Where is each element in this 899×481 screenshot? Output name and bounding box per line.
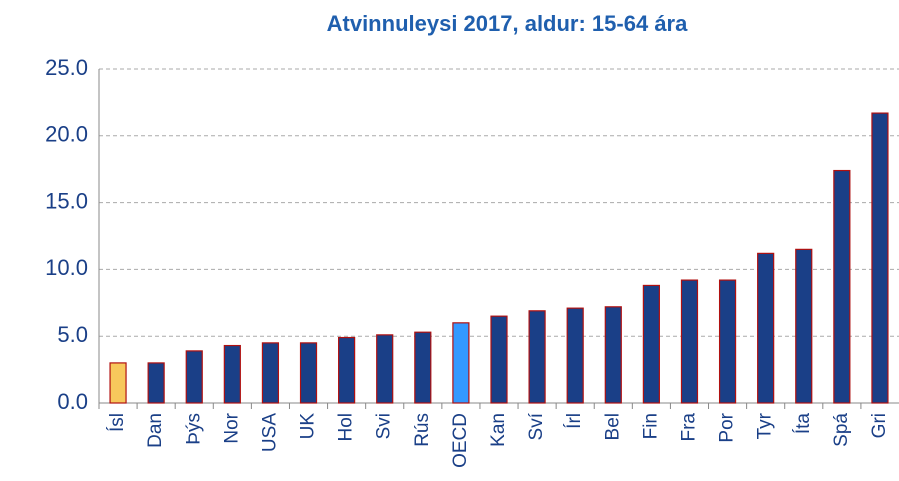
x-tick-label: Írl <box>564 413 585 429</box>
bar <box>871 112 889 404</box>
bar <box>109 362 127 404</box>
bar <box>718 279 737 404</box>
x-tick-label: Dan <box>145 413 166 448</box>
bar <box>566 307 584 404</box>
x-tick-label: Fin <box>640 413 661 439</box>
x-tick-label: Íta <box>793 413 814 435</box>
x-tick-label: Por <box>717 412 738 442</box>
bar <box>528 310 546 404</box>
y-tick-label: 0.0 <box>57 389 88 414</box>
x-tick-label: Rús <box>412 413 433 447</box>
x-tick-label: Svi <box>374 413 395 439</box>
x-tick-label: Hol <box>336 413 357 442</box>
x-tick-label: Þýs <box>183 413 204 445</box>
x-tick-label: Tyr <box>755 412 776 439</box>
bar <box>795 248 813 404</box>
y-tick-label: 25.0 <box>45 55 88 80</box>
x-tick-label: Spá <box>831 413 852 447</box>
x-tick-label: Nor <box>221 412 242 443</box>
y-tick-label: 20.0 <box>45 122 88 147</box>
chart-title: Atvinnuleysi 2017, aldur: 15-64 ára <box>327 11 688 36</box>
bar <box>185 350 203 404</box>
bar <box>680 279 699 404</box>
bar <box>147 362 165 404</box>
bar <box>376 334 394 404</box>
bar <box>299 342 318 404</box>
x-tick-label: Ísl <box>107 413 128 432</box>
bar <box>414 331 432 404</box>
x-tick-label: Kan <box>488 413 509 447</box>
bar <box>604 306 622 404</box>
x-tick-label: Bel <box>602 413 623 440</box>
x-tick-label: Fra <box>678 413 699 442</box>
x-tick-label: USA <box>259 413 280 452</box>
x-tick-label: UK <box>298 413 319 440</box>
x-tick-label: OECD <box>450 413 471 468</box>
bar <box>490 315 508 404</box>
bar <box>223 344 241 404</box>
y-tick-label: 5.0 <box>57 322 88 347</box>
y-tick-label: 15.0 <box>45 188 88 213</box>
bar <box>757 252 775 404</box>
bar <box>642 284 660 404</box>
bar <box>833 169 851 404</box>
x-tick-label: Sví <box>526 412 547 440</box>
bar <box>452 322 470 404</box>
y-tick-label: 10.0 <box>45 255 88 280</box>
bar <box>261 342 280 404</box>
x-tick-label: Gri <box>869 413 890 438</box>
bar <box>338 336 356 404</box>
